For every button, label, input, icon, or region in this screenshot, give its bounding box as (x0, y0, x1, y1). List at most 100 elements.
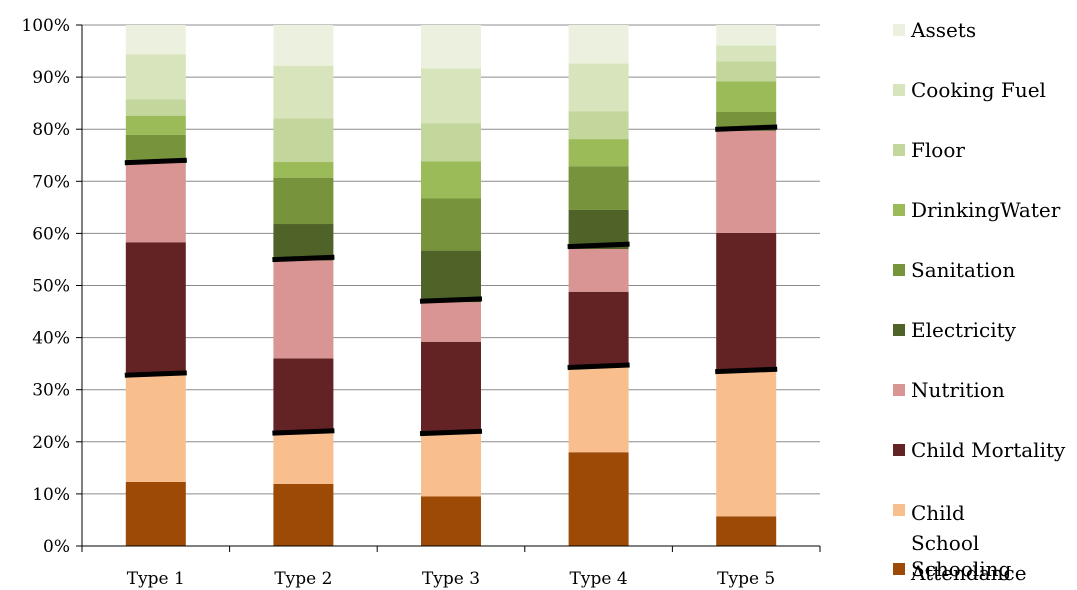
bar-segment-sanitation (716, 112, 777, 129)
legend-swatch (893, 24, 905, 36)
legend-label: Schooling (911, 557, 1012, 581)
legend-item: Child Mortality (893, 438, 1071, 462)
legend-label: Sanitation (911, 258, 1016, 282)
bar-segment-schooling (421, 496, 481, 546)
y-tick-label: 20% (32, 433, 70, 453)
legend-swatch (893, 144, 905, 156)
legend-label: Child Mortality (911, 438, 1066, 462)
x-tick-label: Type 1 (127, 569, 185, 589)
bar-segment-cooking-fuel (568, 63, 629, 112)
legend-item: Schooling (893, 557, 1071, 581)
dimension-separator (272, 254, 335, 263)
legend-swatch (893, 444, 905, 456)
bar-segment-child-mortality (568, 291, 629, 367)
bar-segment-child-mortality (716, 232, 777, 371)
bar-segment-assets (716, 25, 777, 46)
bar-segment-drinkingwater (568, 139, 629, 167)
bar-segment-child-mortality (125, 242, 186, 375)
legend-item: Cooking Fuel (893, 78, 1071, 102)
y-tick-label: 100% (21, 16, 70, 36)
bar-segment-assets (568, 25, 629, 64)
legend-swatch (893, 324, 905, 336)
bar-segment-child-school-attendance (125, 374, 186, 482)
legend-item: Nutrition (893, 378, 1071, 402)
legend-item: DrinkingWater (893, 198, 1071, 222)
bar-segment-schooling (125, 481, 186, 546)
y-tick-label: 30% (32, 381, 70, 401)
legend-swatch (893, 264, 905, 276)
dimension-separator (567, 362, 630, 370)
bar-segment-nutrition (125, 163, 186, 243)
bar-segment-drinkingwater (125, 115, 186, 135)
bar-segment-cooking-fuel (716, 45, 777, 62)
bar-segment-sanitation (125, 134, 186, 160)
legend-item: Sanitation (893, 258, 1071, 282)
bar-segment-child-mortality (273, 358, 334, 433)
y-tick-label: 60% (32, 224, 70, 244)
legend-label: Electricity (911, 318, 1016, 342)
dimension-separator (715, 124, 778, 132)
bar-segment-cooking-fuel (125, 54, 186, 100)
dimension-separator (272, 428, 335, 436)
legend-label: Floor (911, 138, 965, 162)
bar-segment-assets (273, 25, 334, 66)
legend-swatch (893, 84, 905, 96)
bar-segment-sanitation (568, 166, 629, 210)
dimension-separator (567, 241, 630, 250)
bar-segment-electricity (421, 250, 481, 303)
bar-segment-schooling (716, 516, 777, 546)
legend-item: Child School Attendance (893, 498, 1027, 588)
bar-segment-sanitation (421, 198, 481, 251)
legend-label: DrinkingWater (911, 198, 1061, 222)
bar-segment-nutrition (716, 130, 777, 233)
bar-segment-schooling (568, 452, 629, 546)
bar-segment-assets (125, 25, 186, 55)
bar-segment-cooking-fuel (273, 65, 334, 119)
legend-swatch (893, 384, 905, 396)
bar-segment-child-school-attendance (273, 432, 334, 485)
y-tick-label: 80% (32, 120, 70, 140)
dimension-separator (124, 370, 187, 378)
legend-label: Nutrition (911, 378, 1005, 402)
bar-segment-assets (421, 25, 481, 69)
y-tick-label: 10% (32, 485, 70, 505)
bar-segment-electricity (273, 224, 334, 261)
x-tick-label: Type 4 (570, 569, 628, 589)
dimension-separator (419, 296, 483, 304)
legend-item: Electricity (893, 318, 1071, 342)
bar-segment-schooling (273, 484, 334, 546)
x-tick-label: Type 2 (274, 569, 332, 589)
bar-segment-child-school-attendance (421, 432, 481, 497)
legend-swatch (893, 204, 905, 216)
bar-segment-floor (568, 111, 629, 140)
y-tick-label: 0% (43, 537, 70, 557)
bar-segment-child-school-attendance (716, 370, 777, 517)
bar-segment-child-mortality (421, 341, 481, 433)
bar-segment-nutrition (421, 302, 481, 342)
legend-item: Floor (893, 138, 1071, 162)
legend-label: Child School Attendance (911, 501, 1027, 585)
bar-segment-nutrition (273, 260, 334, 359)
dimension-separator (124, 157, 187, 166)
bar-segment-drinkingwater (273, 162, 334, 178)
bar-segment-cooking-fuel (421, 68, 481, 124)
y-tick-label: 50% (32, 277, 70, 297)
legend-swatch (893, 504, 905, 516)
bar-segment-floor (273, 118, 334, 163)
bar-segment-drinkingwater (716, 81, 777, 113)
legend-label: Assets (911, 18, 977, 42)
legend-swatch (893, 563, 905, 575)
bar-segment-child-school-attendance (568, 366, 629, 453)
x-tick-label: Type 5 (717, 569, 775, 589)
y-tick-label: 90% (32, 68, 70, 88)
bar-segment-drinkingwater (421, 161, 481, 199)
bar-segment-nutrition (568, 249, 629, 292)
x-tick-label: Type 3 (422, 569, 480, 589)
bar-segment-sanitation (273, 177, 334, 225)
legend-label: Cooking Fuel (911, 78, 1046, 102)
legend-item: Assets (893, 18, 1071, 42)
bar-segment-floor (716, 61, 777, 82)
dimension-separator (715, 366, 778, 375)
bar-segment-floor (421, 123, 481, 162)
